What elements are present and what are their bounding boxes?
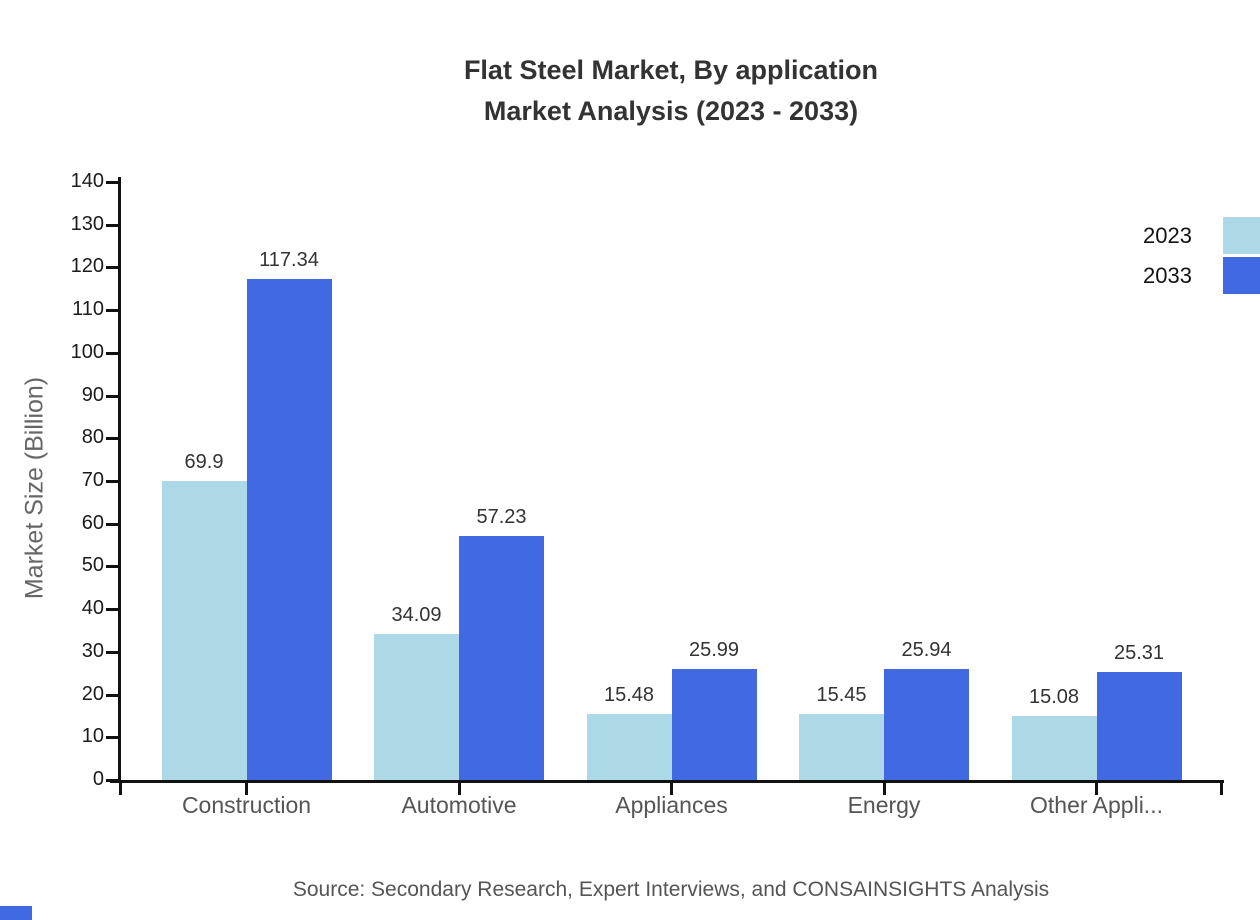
y-axis-tick-label: 80 (81, 426, 104, 449)
y-axis-tick-label: 50 (81, 554, 104, 577)
chart-title-line2: Market Analysis (2023 - 2033) (483, 96, 859, 126)
legend-item-2023: 2023 (1143, 217, 1260, 254)
x-category-label: Automotive (401, 792, 517, 818)
x-category-label: Construction (181, 792, 312, 818)
bar-value-label: 25.94 (901, 639, 952, 662)
y-axis-tick (106, 351, 120, 355)
bar-2033-automotive (459, 535, 544, 780)
y-axis-tick-label: 10 (81, 725, 104, 748)
bar-2033-energy (884, 669, 969, 780)
bar-value-label: 25.31 (1113, 641, 1165, 664)
legend: 2023 2033 (1143, 217, 1260, 297)
y-axis-tick (106, 394, 120, 398)
x-axis-tick (118, 783, 122, 795)
y-axis-tick (106, 736, 120, 740)
bar-2033-other-appli- (1096, 671, 1182, 780)
y-axis-tick (106, 181, 120, 184)
chart-title: Flat Steel Market, By application Market… (120, 50, 1222, 132)
x-category-label: Energy (847, 792, 921, 818)
x-axis-tick (1219, 783, 1223, 795)
bar-value-label: 34.09 (391, 604, 442, 627)
legend-label: 2033 (1143, 262, 1192, 288)
y-axis-tick-label: 60 (81, 511, 104, 534)
bar-value-label: 15.48 (603, 683, 655, 706)
source-note: Source: Secondary Research, Expert Inter… (292, 878, 1050, 901)
legend-label: 2023 (1143, 222, 1192, 248)
x-axis-tick (670, 783, 673, 795)
x-axis-line (110, 780, 1224, 783)
y-axis-tick-label: 20 (81, 682, 104, 705)
bar-2023-appliances (586, 713, 672, 780)
legend-item-2033: 2033 (1143, 257, 1260, 294)
bottom-left-accent-bar (0, 906, 32, 920)
x-axis-tick (245, 783, 248, 795)
x-category-label: Appliances (615, 792, 728, 818)
bar-value-label: 25.99 (688, 638, 740, 661)
legend-swatch (1223, 217, 1260, 254)
y-axis-tick (106, 522, 120, 526)
y-axis-tick (106, 309, 120, 313)
x-axis-tick (1095, 783, 1098, 795)
y-axis-tick-label: 70 (81, 469, 104, 491)
y-axis-tick-label: 110 (72, 298, 104, 321)
x-axis-tick (457, 783, 461, 795)
y-axis-tick-label: 0 (92, 768, 104, 790)
y-axis-tick-label: 90 (81, 383, 104, 406)
legend-swatch (1223, 257, 1260, 294)
bar-value-label: 69.9 (184, 451, 224, 474)
y-axis-tick (106, 437, 120, 441)
bar-2033-appliances (671, 668, 757, 780)
chart-title-line1: Flat Steel Market, By application (463, 55, 879, 85)
y-axis-tick (106, 480, 120, 483)
y-axis-tick-label: 100 (70, 340, 104, 363)
y-axis-tick-label: 30 (81, 639, 104, 662)
bar-value-label: 15.45 (816, 684, 867, 706)
bar-2023-energy (799, 714, 884, 780)
bar-value-label: 57.23 (476, 505, 527, 528)
y-axis-tick-label: 140 (70, 170, 104, 192)
bar-value-label: 117.34 (259, 248, 319, 271)
x-category-label: Other Appli... (1030, 792, 1163, 818)
y-axis-tick (106, 608, 120, 612)
y-axis-tick (106, 266, 120, 270)
y-axis-tick (106, 693, 120, 697)
x-axis-tick (882, 783, 886, 795)
bar-2023-construction (161, 481, 247, 780)
y-axis-tick-label: 120 (70, 255, 104, 278)
bar-value-label: 15.08 (1028, 685, 1080, 708)
bar-2023-automotive (374, 634, 459, 780)
bar-2023-other-appli- (1011, 715, 1097, 780)
y-axis-tick (106, 650, 120, 654)
y-axis-tick (106, 565, 120, 569)
y-axis-tick-label: 40 (81, 597, 104, 620)
y-axis-tick-label: 130 (70, 212, 104, 235)
bar-2033-construction (246, 278, 332, 780)
y-axis-tick (106, 779, 120, 782)
y-axis-tick (106, 223, 120, 227)
